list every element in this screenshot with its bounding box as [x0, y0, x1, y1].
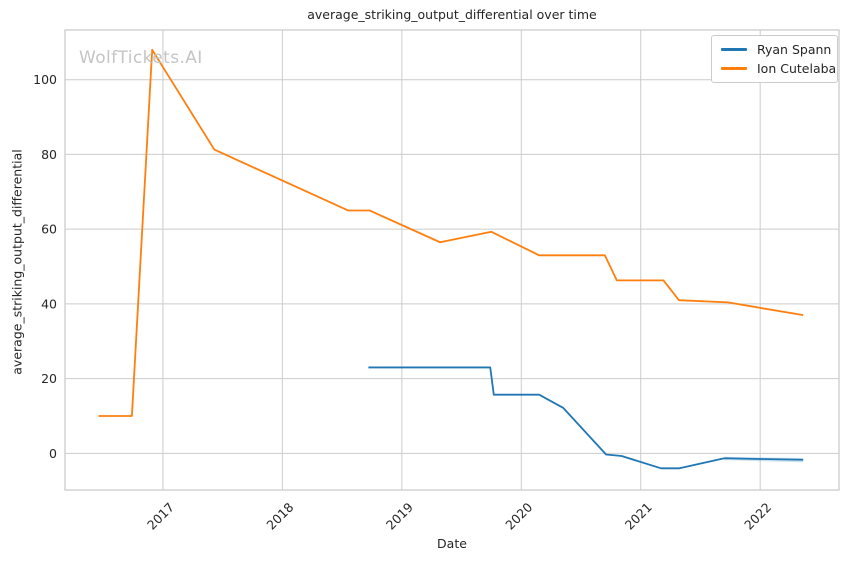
legend-item-ion-cutelaba: Ion Cutelaba — [712, 59, 837, 78]
legend-label-ion-cutelaba: Ion Cutelaba — [757, 61, 837, 76]
plot-border — [64, 29, 840, 491]
x-tick-label: 2021 — [622, 500, 655, 533]
y-tick-label: 40 — [41, 296, 57, 311]
y-tick-label: 0 — [49, 446, 57, 461]
legend-line-swatch-ryan-spann — [721, 48, 747, 51]
legend-line-swatch-ion-cutelaba — [721, 67, 747, 70]
x-tick-label: 2019 — [383, 499, 416, 532]
legend-item-ryan-spann: Ryan Spann — [712, 40, 837, 59]
series-line-ryan-spann — [368, 366, 804, 470]
y-tick-label: 20 — [41, 371, 57, 386]
y-tick-label: 80 — [41, 147, 57, 162]
y-tick-label: 100 — [33, 72, 57, 87]
legend-label-ryan-spann: Ryan Spann — [757, 42, 832, 57]
x-tick-label: 2022 — [741, 500, 774, 533]
series-line-ion-cutelaba — [98, 48, 804, 417]
x-tick-label: 2017 — [144, 500, 177, 533]
x-tick-label: 2020 — [502, 499, 535, 532]
y-tick-label: 60 — [41, 222, 57, 237]
x-axis-label: Date — [437, 536, 467, 551]
chart-title: average_striking_output_differential ove… — [307, 7, 597, 22]
legend: Ryan Spann Ion Cutelaba — [711, 35, 838, 83]
watermark: WolfTickets.AI — [79, 48, 203, 68]
x-tick-label: 2018 — [263, 499, 296, 532]
y-axis-label: average_striking_output_differential — [9, 149, 25, 375]
